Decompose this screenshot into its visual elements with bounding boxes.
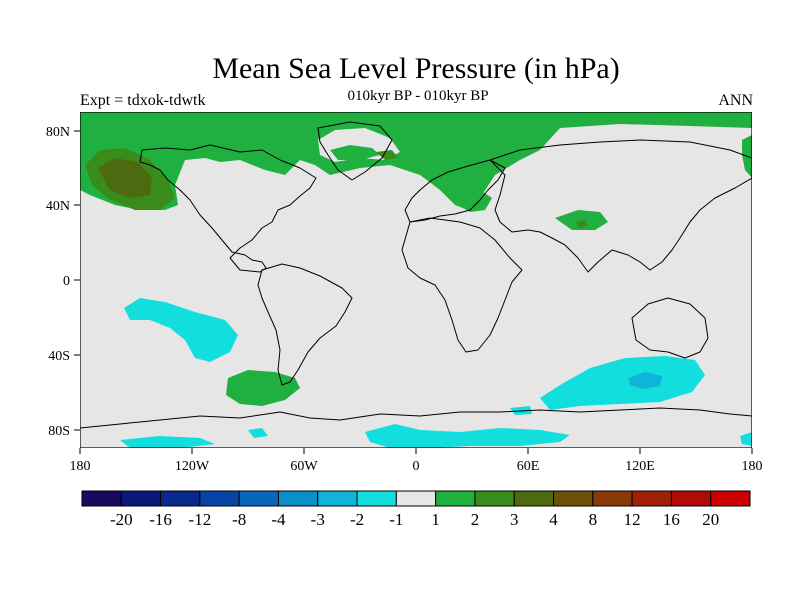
colorbar-label: 4 (549, 510, 558, 529)
lon-tick-marks (79, 448, 753, 454)
colorbar-swatch (356, 490, 397, 507)
lon-tick-label: 120E (625, 459, 655, 474)
experiment-label: Expt = tdxok-tdwtk (80, 92, 206, 109)
colorbar-label: -20 (110, 510, 133, 529)
colorbar-swatch (238, 490, 279, 507)
colorbar-label: 20 (702, 510, 719, 529)
season-label: ANN (718, 92, 753, 109)
colorbar-swatch (277, 490, 319, 507)
lat-tick-marks (74, 130, 80, 431)
antarctic-patch-east (740, 432, 752, 446)
antarctic-patch-ross (120, 436, 215, 448)
australia-coastline (631, 297, 709, 359)
lat-tick-label: 80N (46, 125, 70, 140)
colorbar-label: 8 (589, 510, 598, 529)
colorbar: -20 -16 -12 -8 -4 -3 -2 -1 1 2 3 4 8 12 16 20 (81, 490, 751, 529)
lon-tick-label: 180 (742, 459, 763, 474)
lat-tick-label: 0 (63, 274, 70, 289)
map-subtitle: 010kyr BP - 010kyr BP (347, 88, 489, 104)
lon-tick-label: 60W (290, 459, 318, 474)
asia-coastline (489, 139, 752, 273)
lat-tick-label: 40N (46, 199, 70, 214)
southern-indian-negative-anomaly (540, 356, 705, 410)
antarctic-patch-west (248, 428, 268, 438)
colorbar-swatch (395, 490, 437, 507)
colorbar-swatch (592, 490, 633, 507)
colorbar-label: 12 (624, 510, 641, 529)
asia-positive-anomaly (555, 210, 608, 230)
lon-tick-label: 120W (175, 459, 210, 474)
lon-tick-label: 180 (70, 459, 91, 474)
antarctic-negative-band (365, 424, 570, 448)
colorbar-swatch (317, 490, 358, 507)
colorbar-swatch (553, 490, 594, 507)
colorbar-label: -12 (189, 510, 212, 529)
aleutian-strong-anomaly (98, 158, 152, 198)
colorbar-label: 2 (471, 510, 480, 529)
europe-coastline (404, 159, 506, 223)
colorbar-label: -1 (389, 510, 403, 529)
colorbar-swatch (474, 490, 515, 507)
south-pacific-negative-anomaly (124, 298, 238, 362)
coastlines (80, 121, 752, 429)
colorbar-label: 16 (663, 510, 680, 529)
map-panel (80, 112, 752, 448)
lat-tick-label: 40S (48, 349, 70, 364)
colorbar-swatch (120, 490, 162, 507)
east-atlantic-positive-anomaly (455, 190, 492, 212)
southern-indian-strong-anomaly (628, 372, 662, 389)
antarctica-coastline (80, 407, 752, 429)
colorbar-label: -2 (350, 510, 364, 529)
colorbar-swatch (631, 490, 672, 507)
colorbar-swatch (710, 490, 751, 507)
siberian-small-anomaly (376, 150, 398, 160)
arctic-inner-patch (330, 145, 380, 160)
colorbar-label: 3 (510, 510, 519, 529)
map-title: Mean Sea Level Pressure (in hPa) (212, 52, 620, 85)
lon-tick-label: 0 (413, 459, 420, 474)
asia-core-anomaly (576, 220, 588, 228)
colorbar-swatch (513, 490, 555, 507)
colorbar-swatch (199, 490, 240, 507)
colorbar-label: -3 (311, 510, 325, 529)
africa-coastline (401, 217, 523, 353)
colorbar-label: -4 (271, 510, 286, 529)
colorbar-swatch (670, 490, 712, 507)
colorbar-label: -8 (232, 510, 246, 529)
north-america-coastline (139, 144, 317, 273)
colorbar-swatch (81, 490, 122, 507)
colorbar-label: -16 (149, 510, 172, 529)
south-america-positive-anomaly (226, 370, 300, 406)
colorbar-swatch (435, 490, 476, 507)
lon-tick-label: 60E (517, 459, 540, 474)
colorbar-label: 1 (431, 510, 440, 529)
greenland-coastline (317, 121, 393, 181)
lat-tick-label: 80S (48, 424, 70, 439)
arctic-positive-anomaly (80, 112, 752, 210)
south-america-coastline (257, 263, 353, 386)
colorbar-swatch (160, 490, 201, 507)
